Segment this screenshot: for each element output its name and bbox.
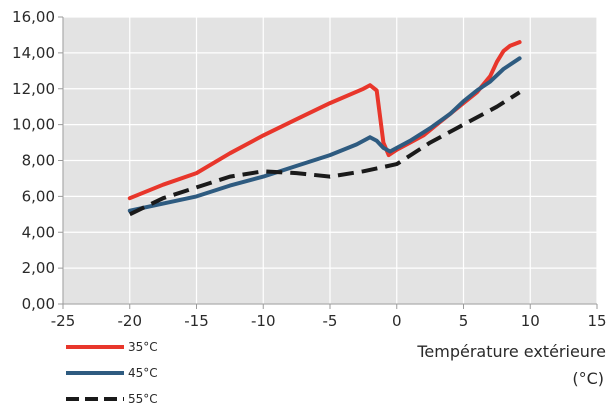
y-tick-label: 6,00	[22, 187, 55, 205]
y-tick-label: 8,00	[22, 152, 55, 170]
y-tick-label: 12,00	[12, 80, 55, 98]
y-axis-tick-labels: 0,00 2,00 4,00 6,00 8,00 10,00 12,00 14,00 16,00	[12, 8, 55, 313]
x-tick-label: -5	[323, 312, 338, 330]
series-line-3	[128, 90, 521, 217]
x-axis-title-group: Température extérieure (°C)	[416, 342, 606, 388]
x-tick-label: -20	[118, 312, 143, 330]
series-lines	[127, 40, 522, 217]
x-tick-label: -10	[251, 312, 276, 330]
series-line-2	[127, 56, 522, 213]
y-tick-label: 14,00	[12, 44, 55, 62]
x-axis-title: Température extérieure	[416, 342, 606, 361]
axes	[58, 16, 598, 309]
y-tick-label: 16,00	[12, 8, 55, 26]
series-line-1	[127, 40, 522, 201]
y-tick-label: 2,00	[22, 259, 55, 277]
legend-label: 45°C	[128, 366, 158, 380]
y-tick-label: 0,00	[22, 295, 55, 313]
x-tick-label: 5	[459, 312, 469, 330]
legend-label: 35°C	[128, 340, 158, 354]
legend: 35°C 45°C 55°C	[66, 340, 158, 406]
y-tick-label: 4,00	[22, 223, 55, 241]
y-tick-label: 10,00	[12, 116, 55, 134]
x-tick-label: 10	[521, 312, 540, 330]
x-axis-unit: (°C)	[572, 369, 604, 388]
x-tick-label: -25	[51, 312, 76, 330]
x-tick-label: 0	[392, 312, 402, 330]
x-axis-tick-labels: -25 -20 -15 -10 -5 0 5 10 15	[51, 312, 607, 330]
x-tick-label: 15	[587, 312, 606, 330]
x-tick-label: -15	[184, 312, 209, 330]
legend-label: 55°C	[128, 392, 158, 406]
